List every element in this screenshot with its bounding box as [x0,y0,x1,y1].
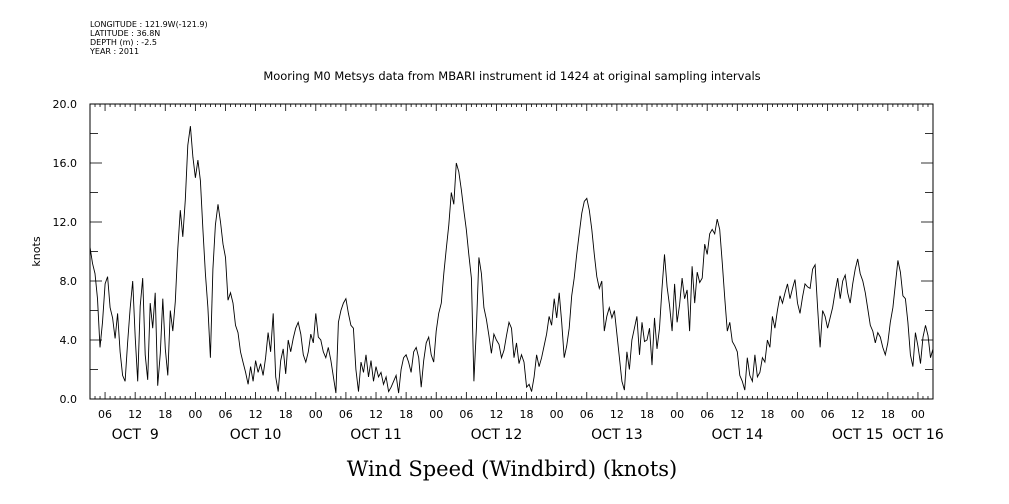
x-tick-label: 18 [279,408,293,421]
x-tick-label: 06 [580,408,594,421]
plot-frame [89,103,934,400]
y-axis-label: knots [30,236,43,266]
latitude-label: LATITUDE : 36.8N [90,29,161,38]
x-day-label: OCT 15 [832,427,884,443]
longitude-label: LONGITUDE : 121.9W(-121.9) [90,20,208,29]
x-tick-label: 18 [881,408,895,421]
depth-label: DEPTH (m) : -2.5 [90,38,157,47]
x-day-label: OCT 14 [711,427,763,443]
x-tick-label: 12 [610,408,624,421]
x-tick-label: 00 [670,408,684,421]
x-day-label: OCT 13 [591,427,643,443]
x-tick-label: 06 [700,408,714,421]
x-tick-label: 18 [640,408,654,421]
x-tick-label: 00 [188,408,202,421]
chart-title: Mooring M0 Metsys data from MBARI instru… [263,69,760,83]
x-tick-label: 00 [550,408,564,421]
y-tick-label: 4.0 [60,334,78,347]
x-axis-label: Wind Speed (Windbird) (knots) [347,457,677,481]
x-tick-label: 18 [399,408,413,421]
x-tick-label: 06 [821,408,835,421]
x-tick-label: 18 [520,408,534,421]
wind-speed-series-line [89,126,934,394]
x-tick-label: 12 [489,408,503,421]
x-day-label: OCT 10 [230,427,282,443]
x-tick-label: 06 [218,408,232,421]
y-tick-label: 8.0 [60,275,78,288]
x-day-label: OCT 11 [350,427,402,443]
x-day-label: OCT 12 [471,427,523,443]
axes-layer: 06 12 18 00 06 12 18 00 06 12 18 00 06 12 18 00 06 12 18 00… [53,98,944,443]
x-tick-label: 18 [760,408,774,421]
x-tick-label: 00 [791,408,805,421]
x-day-label: OCT 9 [112,427,159,443]
x-tick-label: 12 [369,408,383,421]
x-tick-label: 18 [158,408,172,421]
y-tick-label: 12.0 [53,216,78,229]
y-tick-label: 0.0 [60,393,78,406]
x-tick-label: 12 [730,408,744,421]
metadata-block: LONGITUDE : 121.9W(-121.9) LATITUDE : 36… [90,20,208,56]
x-tick-label: 12 [851,408,865,421]
x-tick-label: 00 [309,408,323,421]
x-tick-label: 00 [429,408,443,421]
x-tick-label: 12 [249,408,263,421]
x-tick-label: 12 [128,408,142,421]
year-label: YEAR : 2011 [90,47,140,56]
x-tick-label: 06 [98,408,112,421]
x-tick-label: 06 [459,408,473,421]
y-tick-label: 16.0 [53,157,78,170]
y-tick-label: 20.0 [53,98,78,111]
x-day-label: OCT 16 [892,427,944,443]
x-tick-label: 06 [339,408,353,421]
x-tick-label: 00 [911,408,925,421]
